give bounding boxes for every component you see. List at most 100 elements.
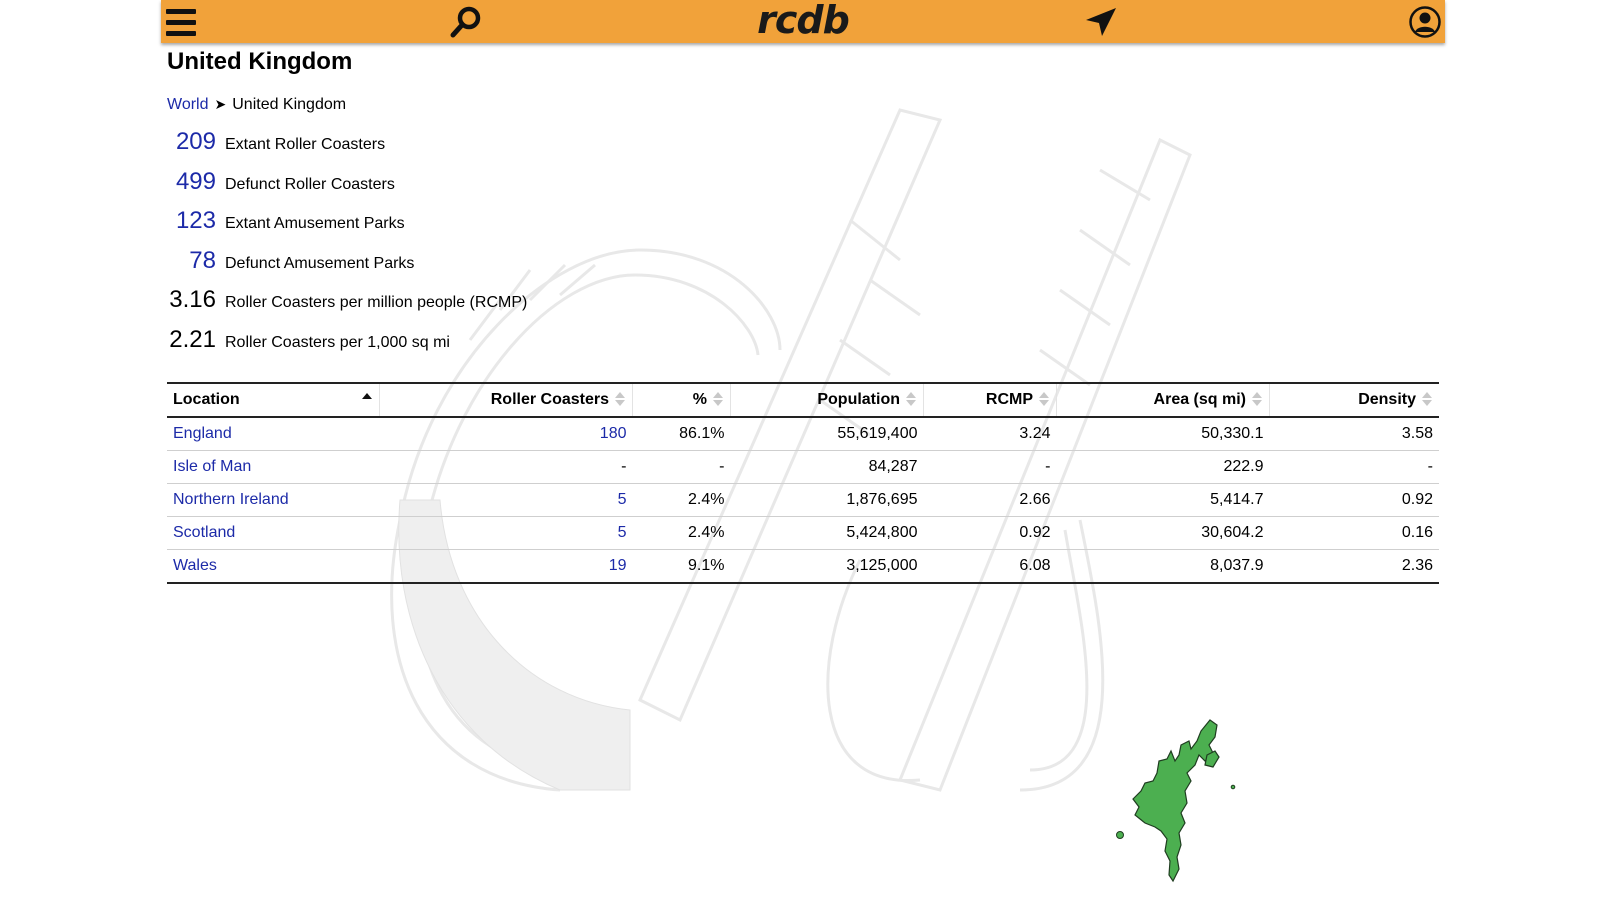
page-title: United Kingdom — [167, 48, 353, 75]
map-islet[interactable] — [1116, 831, 1124, 839]
stat-label: Roller Coasters per million people (RCMP… — [225, 294, 528, 312]
watermark-background — [390, 108, 1192, 792]
stat-value: 3.16 — [169, 286, 216, 314]
sort-icon — [713, 391, 723, 406]
density-cell: 3.58 — [1269, 417, 1439, 451]
population-cell: 3,125,000 — [730, 549, 924, 584]
stat-defunct-coasters: 499 Defunct Roller Coasters — [167, 168, 527, 208]
column-label: Population — [817, 391, 900, 409]
stat-defunct-parks: 78 Defunct Amusement Parks — [167, 247, 527, 287]
column-header-rcmp[interactable]: RCMP — [923, 382, 1057, 418]
rcdb-logo[interactable]: rcdb — [757, 0, 850, 42]
stat-label: Roller Coasters per 1,000 sq mi — [225, 333, 450, 351]
population-cell: 1,876,695 — [730, 483, 924, 517]
table-row: England 180 86.1% 55,619,400 3.24 50,330… — [167, 417, 1439, 451]
stat-value: 2.21 — [169, 325, 216, 353]
column-header-area[interactable]: Area (sq mi) — [1056, 382, 1270, 418]
percent-cell: 2.4% — [632, 516, 731, 550]
location-link[interactable]: Scotland — [173, 524, 236, 541]
sort-icon — [1039, 391, 1049, 406]
stat-value-link[interactable]: 123 — [175, 207, 216, 235]
breadcrumb-separator-icon: ➤ — [214, 96, 227, 112]
table-row: Isle of Man - - 84,287 - 222.9 - — [167, 450, 1439, 484]
stat-label: Defunct Roller Coasters — [225, 175, 395, 193]
user-account-icon — [1409, 5, 1441, 38]
sort-icon — [1252, 391, 1262, 406]
column-label: Area (sq mi) — [1153, 391, 1246, 409]
location-link[interactable]: Northern Ireland — [173, 491, 289, 508]
nearby-button[interactable] — [1081, 0, 1121, 43]
location-link[interactable]: England — [173, 425, 232, 442]
column-header-percent[interactable]: % — [632, 382, 731, 418]
coaster-count-link[interactable]: 19 — [608, 557, 627, 574]
location-arrow-icon — [1086, 7, 1116, 36]
rcmp-cell: 0.92 — [923, 516, 1057, 550]
map-islet[interactable] — [1230, 784, 1236, 790]
top-nav-bar: rcdb — [161, 0, 1445, 43]
stat-label: Extant Roller Coasters — [225, 136, 386, 153]
table-row: Wales 19 9.1% 3,125,000 6.08 8,037.9 2.3… — [167, 549, 1439, 584]
map-small-island[interactable] — [1204, 750, 1220, 768]
area-cell: 5,414.7 — [1056, 483, 1270, 517]
rcmp-cell: - — [923, 450, 1057, 484]
stat-value-link[interactable]: 499 — [175, 167, 216, 195]
stat-rcmp: 3.16 Roller Coasters per million people … — [167, 286, 527, 326]
density-cell: - — [1269, 450, 1439, 484]
stat-density: 2.21 Roller Coasters per 1,000 sq mi — [167, 326, 527, 366]
locations-table: Location Roller Coasters % Population — [167, 382, 1439, 584]
density-cell: 0.92 — [1269, 483, 1439, 517]
sort-icon — [1422, 391, 1432, 406]
percent-cell: 86.1% — [632, 417, 731, 451]
menu-button[interactable] — [161, 0, 201, 43]
stat-extant-parks: 123 Extant Amusement Parks — [167, 207, 527, 247]
sort-icon — [906, 391, 916, 406]
area-cell: 8,037.9 — [1056, 549, 1270, 584]
area-cell: 222.9 — [1056, 450, 1270, 484]
coaster-count-link[interactable]: 5 — [617, 491, 627, 508]
coaster-count-link[interactable]: 5 — [617, 524, 627, 541]
location-link[interactable]: Wales — [173, 557, 217, 574]
stats-list: 209 Extant Roller Coasters 499 Defunct R… — [167, 128, 527, 366]
population-cell: 55,619,400 — [730, 417, 924, 451]
density-cell: 2.36 — [1269, 549, 1439, 584]
column-label: % — [692, 391, 707, 409]
column-label: Location — [173, 391, 240, 408]
area-cell: 30,604.2 — [1056, 516, 1270, 550]
rcmp-cell: 6.08 — [923, 549, 1057, 584]
stat-label: Extant Amusement Parks — [225, 215, 405, 233]
column-label: Density — [1358, 391, 1416, 409]
search-icon — [450, 6, 481, 37]
breadcrumb: World ➤ United Kingdom — [167, 96, 346, 114]
table-row: Scotland 5 2.4% 5,424,800 0.92 30,604.2 … — [167, 516, 1439, 550]
stat-value-link[interactable]: 209 — [175, 128, 216, 155]
column-header-population[interactable]: Population — [730, 382, 924, 418]
stat-value-link[interactable]: 78 — [189, 246, 216, 274]
coaster-count-link[interactable]: 180 — [599, 425, 627, 442]
sort-ascending-icon — [362, 393, 372, 407]
breadcrumb-world-link[interactable]: World — [167, 96, 209, 113]
area-cell: 50,330.1 — [1056, 417, 1270, 451]
percent-cell: - — [632, 450, 731, 484]
search-button[interactable] — [446, 0, 486, 43]
table-row: Northern Ireland 5 2.4% 1,876,695 2.66 5… — [167, 483, 1439, 517]
coaster-count-cell: - — [379, 450, 633, 484]
population-cell: 84,287 — [730, 450, 924, 484]
population-cell: 5,424,800 — [730, 516, 924, 550]
sort-icon — [615, 391, 625, 406]
column-header-density[interactable]: Density — [1269, 382, 1439, 418]
column-header-location[interactable]: Location — [167, 382, 380, 418]
column-label: RCMP — [985, 391, 1033, 409]
rcmp-cell: 3.24 — [923, 417, 1057, 451]
location-link[interactable]: Isle of Man — [173, 458, 252, 475]
map-main-island[interactable] — [1132, 719, 1218, 883]
percent-cell: 2.4% — [632, 483, 731, 517]
density-cell: 0.16 — [1269, 516, 1439, 550]
hamburger-menu-icon — [166, 8, 196, 36]
region-map[interactable] — [1115, 715, 1240, 885]
table-header-row: Location Roller Coasters % Population — [167, 382, 1439, 418]
column-header-roller-coasters[interactable]: Roller Coasters — [379, 382, 633, 418]
rcmp-cell: 2.66 — [923, 483, 1057, 517]
account-button[interactable] — [1405, 0, 1445, 43]
breadcrumb-current: United Kingdom — [232, 96, 347, 113]
column-label: Roller Coasters — [490, 391, 609, 409]
